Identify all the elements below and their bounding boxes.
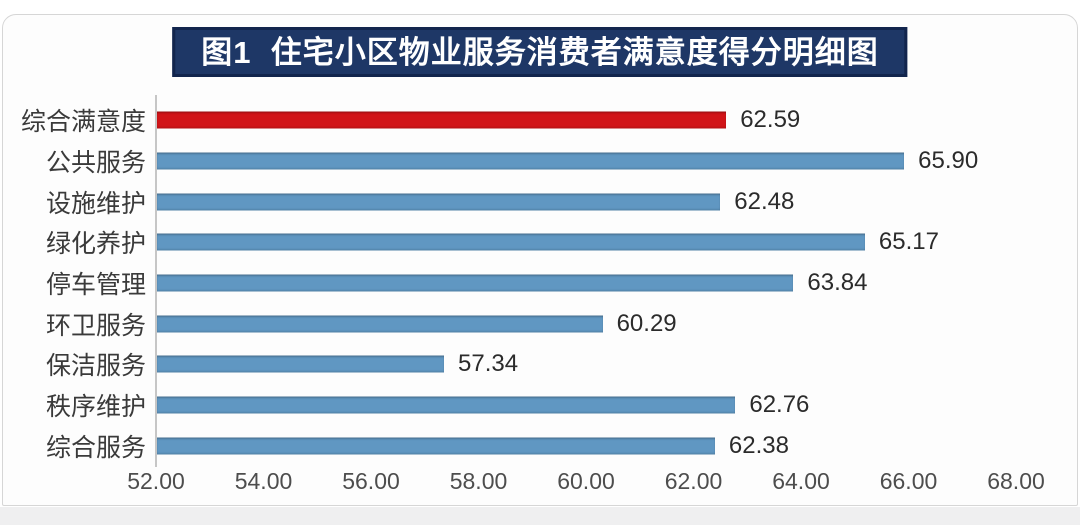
bar xyxy=(157,396,736,414)
chart-row: 绿化养护 65.17 xyxy=(0,222,1080,263)
chart-row: 综合满意度 62.59 xyxy=(0,100,1080,141)
chart-row: 环卫服务 60.29 xyxy=(0,303,1080,344)
category-label: 保洁服务 xyxy=(45,352,146,381)
bar xyxy=(157,315,603,333)
x-tick-label: 56.00 xyxy=(342,468,400,494)
value-label: 65.17 xyxy=(878,228,939,256)
x-tick-label: 62.00 xyxy=(664,468,723,494)
x-tick-label: 64.00 xyxy=(772,468,830,494)
value-label: 62.38 xyxy=(728,431,789,459)
category-label: 综合满意度 xyxy=(20,108,146,137)
bar xyxy=(157,193,721,211)
value-label: 63.84 xyxy=(807,268,868,296)
chart-row: 秩序维护 62.76 xyxy=(0,385,1080,426)
x-tick-label: 54.00 xyxy=(234,468,293,494)
chart-title: 图1 住宅小区物业服务消费者满意度得分明细图 xyxy=(172,27,908,77)
card-bottom-strip xyxy=(0,507,1080,525)
category-label: 秩序维护 xyxy=(45,392,146,421)
x-tick-label: 60.00 xyxy=(557,468,615,494)
category-label: 综合服务 xyxy=(45,433,146,462)
chart-row: 设施维护 62.48 xyxy=(0,181,1080,222)
value-label: 65.90 xyxy=(918,146,979,174)
x-axis: 52.00 54.00 56.00 58.00 60.00 62.00 64.00 66.00… xyxy=(127,468,1045,500)
chart-row: 综合服务 62.38 xyxy=(0,425,1080,466)
chart-rows: 综合满意度 62.59 公共服务 65.90 设施维护 62.48 绿化养护 65.17 停车管… xyxy=(0,100,1080,466)
y-axis-line xyxy=(155,95,157,467)
x-tick-label: 68.00 xyxy=(987,468,1045,494)
value-label: 62.59 xyxy=(740,106,801,134)
value-label: 62.48 xyxy=(734,187,795,215)
chart-card xyxy=(2,14,1078,506)
bar xyxy=(157,274,794,292)
category-label: 设施维护 xyxy=(45,189,146,218)
value-label: 62.76 xyxy=(749,390,810,418)
value-label: 57.34 xyxy=(458,350,519,378)
x-tick-label: 66.00 xyxy=(879,468,938,494)
bar-highlight xyxy=(157,111,727,129)
chart-row: 停车管理 63.84 xyxy=(0,263,1080,304)
category-label: 停车管理 xyxy=(45,270,146,299)
category-label: 公共服务 xyxy=(45,148,146,177)
bar xyxy=(157,152,905,170)
value-label: 60.29 xyxy=(616,309,677,337)
x-tick-label: 52.00 xyxy=(127,468,185,494)
x-tick-label: 58.00 xyxy=(449,468,508,494)
bar xyxy=(157,437,715,455)
chart-row: 保洁服务 57.34 xyxy=(0,344,1080,385)
bar xyxy=(157,233,865,251)
category-label: 绿化养护 xyxy=(45,230,146,259)
bar xyxy=(157,355,445,373)
category-label: 环卫服务 xyxy=(45,311,146,340)
chart-row: 公共服务 65.90 xyxy=(0,141,1080,182)
